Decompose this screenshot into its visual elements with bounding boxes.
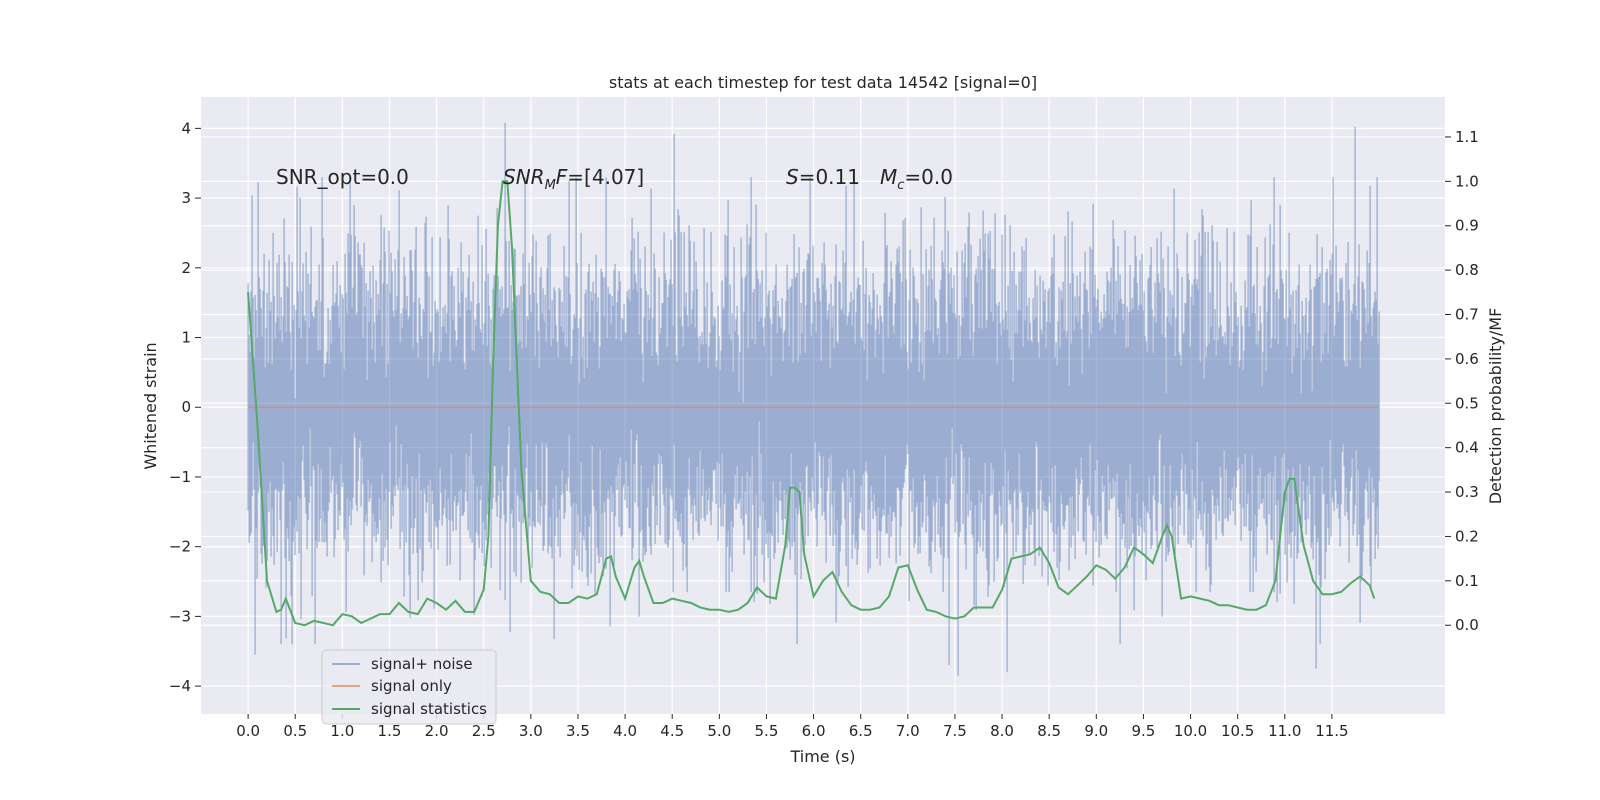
annotation-snr-mf-main: SNR bbox=[503, 165, 545, 189]
annotation-mc-symbol: M bbox=[880, 165, 897, 189]
annotation-mc: Mc=0.0 bbox=[880, 165, 953, 193]
x-tick-label: 11.5 bbox=[1315, 722, 1348, 740]
signal-plus-noise-trace bbox=[247, 122, 1380, 676]
legend-label-signal-statistics: signal statistics bbox=[371, 700, 487, 718]
y-left-tick-label: 4 bbox=[181, 119, 191, 137]
annotation-snr-mf-sub: M bbox=[545, 178, 556, 193]
x-tick-label: 7.5 bbox=[943, 722, 967, 740]
x-tick-label: 1.5 bbox=[378, 722, 402, 740]
x-tick-label: 11.0 bbox=[1268, 722, 1301, 740]
y-left-tick-label: −4 bbox=[169, 677, 191, 695]
x-tick-label: 0.0 bbox=[236, 722, 260, 740]
y-left-axis-ticks: −4 −3 −2 −1 0 1 2 3 4 bbox=[169, 119, 201, 695]
x-tick-label: 3.5 bbox=[566, 722, 590, 740]
x-tick-label: 4.5 bbox=[660, 722, 684, 740]
annotation-mc-value: =0.0 bbox=[904, 165, 953, 189]
x-tick-label: 1.0 bbox=[330, 722, 354, 740]
x-tick-label: 5.0 bbox=[707, 722, 731, 740]
y-right-tick-label: 0.6 bbox=[1455, 350, 1479, 368]
signal-statistics-series bbox=[247, 180, 1376, 627]
x-tick-label: 2.0 bbox=[425, 722, 449, 740]
signal-plus-noise-series bbox=[247, 122, 1380, 676]
y-left-tick-label: −3 bbox=[169, 607, 191, 625]
y-right-tick-label: 0.2 bbox=[1455, 527, 1479, 545]
x-tick-label: 5.5 bbox=[755, 722, 779, 740]
annotation-snr-mf: SNRMF=[4.07] bbox=[503, 165, 644, 193]
y-left-tick-label: 3 bbox=[181, 189, 191, 207]
y-right-tick-label: 0.4 bbox=[1455, 439, 1479, 457]
x-tick-label: 2.5 bbox=[472, 722, 496, 740]
y-right-tick-label: 0.8 bbox=[1455, 261, 1479, 279]
x-tick-label: 6.0 bbox=[802, 722, 826, 740]
y-left-tick-label: 2 bbox=[181, 259, 191, 277]
legend: signal+ noise signal only signal statist… bbox=[321, 649, 497, 725]
x-tick-label: 6.5 bbox=[849, 722, 873, 740]
x-tick-label: 10.0 bbox=[1174, 722, 1207, 740]
y-right-axis-label: Detection probability/MF bbox=[1486, 308, 1505, 505]
y-right-axis-ticks: 0.0 0.1 0.2 0.3 0.4 0.5 0.6 0.7 0.8 0.9 1.0 1.1 bbox=[1445, 128, 1479, 634]
chart-title: stats at each timestep for test data 145… bbox=[609, 73, 1037, 92]
x-axis-ticks: 0.0 0.5 1.0 1.5 2.0 2.5 3.0 3.5 4.0 4.5 5.0 5.5 6.0 6… bbox=[236, 714, 1349, 740]
y-left-tick-label: 0 bbox=[181, 398, 191, 416]
y-right-tick-label: 1.0 bbox=[1455, 172, 1479, 190]
x-tick-label: 3.0 bbox=[519, 722, 543, 740]
y-left-axis-label: Whitened strain bbox=[141, 342, 160, 469]
x-tick-label: 9.5 bbox=[1131, 722, 1155, 740]
annotation-snr-mf-value: =[4.07] bbox=[567, 165, 644, 189]
y-left-tick-label: 1 bbox=[181, 329, 191, 347]
x-tick-label: 0.5 bbox=[283, 722, 307, 740]
y-right-tick-label: 0.1 bbox=[1455, 572, 1479, 590]
x-axis-label: Time (s) bbox=[789, 747, 855, 766]
x-tick-label: 9.0 bbox=[1084, 722, 1108, 740]
annotation-mc-sub: c bbox=[897, 178, 904, 193]
legend-box bbox=[321, 649, 497, 725]
legend-label-signal-only: signal only bbox=[371, 677, 452, 695]
x-tick-label: 8.0 bbox=[990, 722, 1014, 740]
x-tick-label: 8.5 bbox=[1037, 722, 1061, 740]
annotation-s-symbol: S bbox=[786, 165, 799, 189]
y-right-tick-label: 0.3 bbox=[1455, 483, 1479, 501]
x-tick-label: 7.0 bbox=[896, 722, 920, 740]
y-right-tick-label: 0.0 bbox=[1455, 616, 1479, 634]
annotation-snr-mf-main2: F bbox=[556, 165, 568, 189]
x-tick-label: 4.0 bbox=[613, 722, 637, 740]
y-right-tick-label: 1.1 bbox=[1455, 128, 1479, 146]
y-right-tick-label: 0.7 bbox=[1455, 306, 1479, 324]
annotation-snr-opt: SNR_opt=0.0 bbox=[276, 165, 409, 189]
y-left-tick-label: −2 bbox=[169, 538, 191, 556]
legend-label-signal-noise: signal+ noise bbox=[371, 655, 473, 673]
y-right-tick-label: 0.5 bbox=[1455, 394, 1479, 412]
y-right-tick-label: 0.9 bbox=[1455, 217, 1479, 235]
y-left-tick-label: −1 bbox=[169, 468, 191, 486]
annotation-s-value: =0.11 bbox=[799, 165, 860, 189]
x-tick-label: 10.5 bbox=[1221, 722, 1254, 740]
annotation-s: S=0.11 bbox=[786, 165, 860, 189]
